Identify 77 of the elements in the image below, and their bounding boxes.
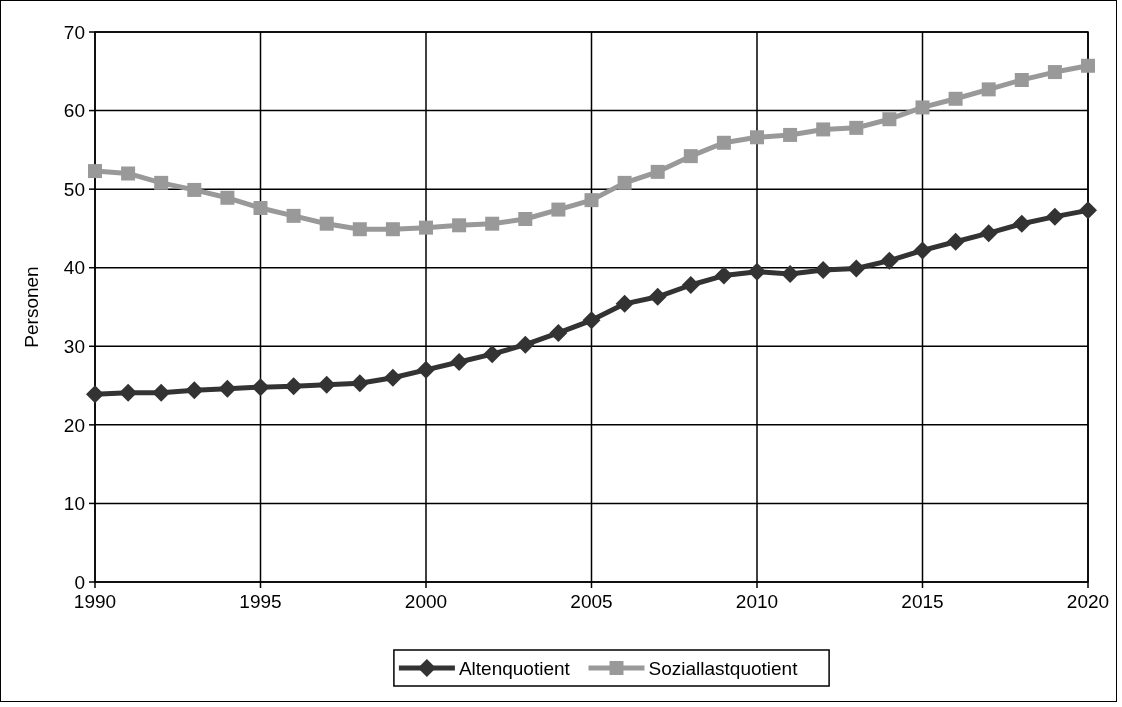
x-tick-label: 2015 <box>901 591 944 612</box>
point <box>748 262 766 281</box>
point <box>1012 214 1031 233</box>
x-tick-label: 2005 <box>570 591 613 612</box>
point <box>1014 72 1029 87</box>
point <box>781 265 800 283</box>
x-tick-label: 2010 <box>735 591 779 612</box>
point <box>286 208 301 223</box>
point <box>783 127 798 142</box>
point <box>452 218 467 233</box>
point <box>551 202 566 217</box>
point <box>849 120 864 135</box>
y-tick-label: 20 <box>63 414 85 436</box>
point <box>913 241 932 260</box>
point <box>317 375 336 394</box>
point <box>1047 65 1062 80</box>
point <box>946 232 965 251</box>
point <box>152 383 171 402</box>
point <box>483 345 502 364</box>
point <box>1081 58 1095 73</box>
point <box>319 216 334 231</box>
point <box>187 182 202 197</box>
point <box>882 112 897 127</box>
point <box>383 368 402 387</box>
point <box>450 353 469 371</box>
point <box>154 175 169 190</box>
y-tick-label: 10 <box>63 493 85 515</box>
point <box>251 378 270 397</box>
point <box>981 82 996 97</box>
point <box>352 222 367 237</box>
point <box>185 381 204 400</box>
point <box>1045 207 1064 226</box>
y-tick-label: 0 <box>74 571 85 593</box>
point <box>518 212 533 226</box>
x-tick-label: 1995 <box>239 591 282 612</box>
point <box>648 287 667 306</box>
x-tick-label: 2000 <box>404 591 448 612</box>
point <box>816 122 831 137</box>
point <box>915 100 930 115</box>
point <box>218 379 237 398</box>
x-tick-label: 2020 <box>1066 591 1110 612</box>
y-tick-label: 50 <box>63 178 85 200</box>
point <box>650 164 665 179</box>
point <box>485 216 500 231</box>
point <box>419 220 433 235</box>
point <box>417 360 435 379</box>
point <box>582 311 601 330</box>
point <box>350 374 369 393</box>
y-tick-label: 60 <box>63 100 85 122</box>
point <box>617 175 632 190</box>
point <box>948 91 963 106</box>
point <box>714 266 733 285</box>
point <box>750 130 764 145</box>
point <box>979 224 998 243</box>
point <box>683 149 698 164</box>
point <box>86 385 104 404</box>
point <box>253 201 268 215</box>
point <box>615 294 634 313</box>
point <box>681 276 700 294</box>
point <box>847 259 866 278</box>
y-tick-label: 30 <box>63 335 85 357</box>
point <box>549 323 568 342</box>
point <box>584 193 599 208</box>
point <box>516 335 535 354</box>
point <box>1079 201 1097 220</box>
point <box>121 166 136 181</box>
point <box>880 251 899 270</box>
y-tick-label: 40 <box>63 257 85 279</box>
y-axis-title: Personen <box>21 266 42 348</box>
point <box>716 135 731 150</box>
x-tick-label: 1990 <box>73 591 117 612</box>
legend-label: Altenquotient <box>458 657 571 679</box>
point <box>385 222 400 237</box>
point <box>88 164 102 179</box>
y-tick-label: 70 <box>63 21 85 43</box>
legend-label: Soziallastquotient <box>648 657 799 679</box>
point <box>220 190 235 205</box>
